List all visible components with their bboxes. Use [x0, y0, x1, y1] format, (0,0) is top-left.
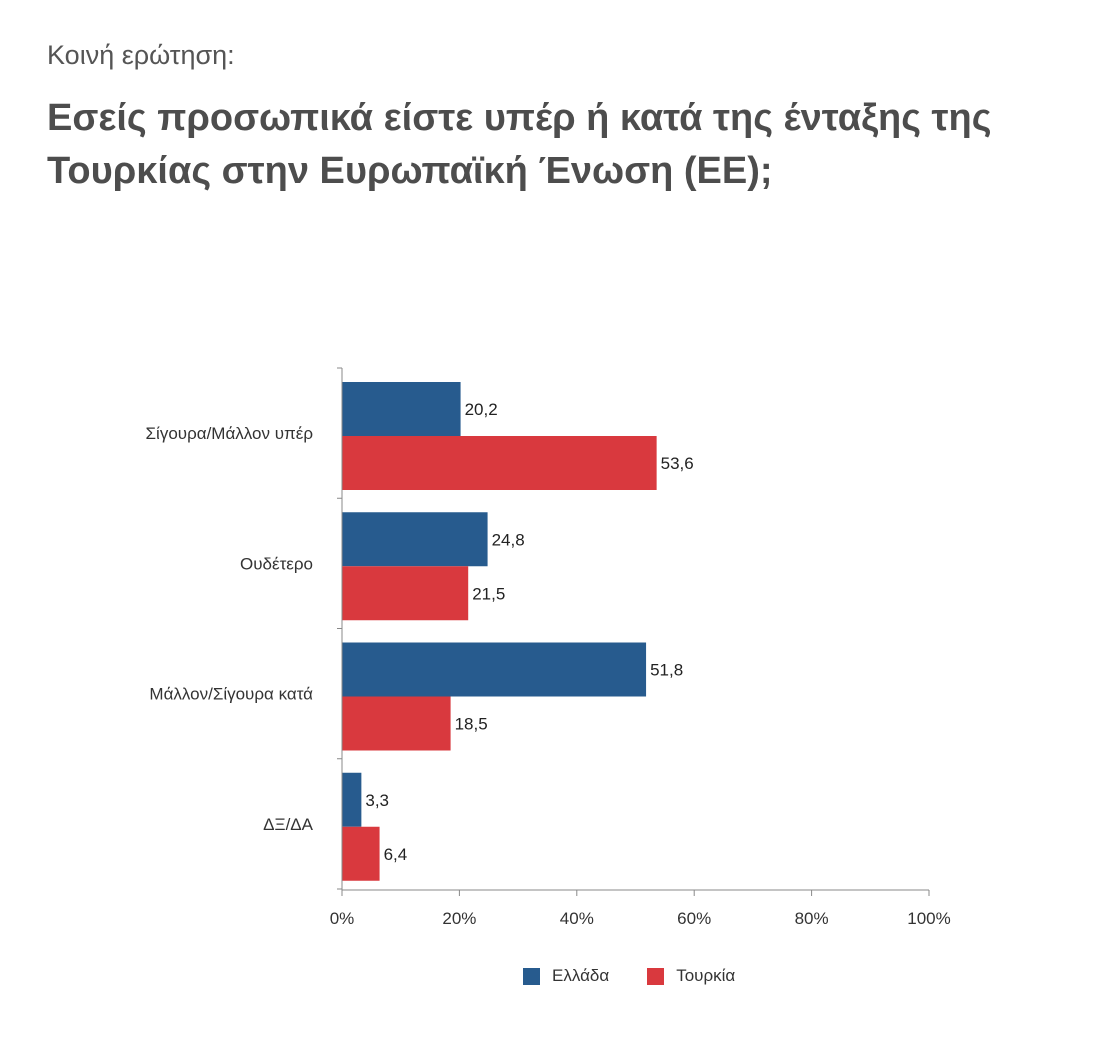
bar-1-1: [342, 566, 469, 621]
legend-label-greece: Ελλάδα: [552, 966, 610, 985]
legend-swatch-greece: [523, 967, 540, 985]
bar-0-2: [342, 642, 647, 697]
x-tick-label-2: 40%: [560, 909, 594, 928]
category-label-0: Σίγουρα/Μάλλον υπέρ: [146, 424, 313, 443]
legend-item-greece: Ελλάδα: [523, 966, 609, 986]
value-label-1-1: 21,5: [472, 584, 505, 603]
legend-item-turkey: Τουρκία: [647, 966, 735, 986]
chart-title: Εσείς προσωπικά είστε υπέρ ή κατά της έν…: [47, 97, 992, 192]
category-label-3: ΔΞ/ΔΑ: [263, 815, 313, 834]
x-tick-label-3: 60%: [677, 909, 711, 928]
value-label-1-0: 53,6: [661, 454, 694, 473]
category-label-1: Ουδέτερο: [240, 554, 313, 573]
bar-1-2: [342, 696, 451, 751]
legend-label-turkey: Τουρκία: [676, 966, 736, 985]
bar-0-1: [342, 512, 488, 567]
x-tick-label-5: 100%: [907, 909, 950, 928]
bar-1-0: [342, 436, 657, 490]
value-label-1-3: 6,4: [384, 845, 408, 864]
x-tick-label-4: 80%: [795, 909, 829, 928]
legend: Ελλάδα Τουρκία: [523, 966, 773, 986]
legend-swatch-turkey: [647, 967, 665, 985]
bar-0-3: [342, 772, 362, 827]
value-label-0-0: 20,2: [465, 400, 498, 419]
x-tick-label-0: 0%: [330, 909, 355, 928]
bar-0-0: [342, 382, 461, 436]
value-label-0-3: 3,3: [365, 791, 389, 810]
x-tick-label-1: 20%: [442, 909, 476, 928]
value-label-0-2: 51,8: [650, 661, 683, 680]
category-label-2: Μάλλον/Σίγουρα κατά: [149, 685, 313, 704]
bar-1-3: [342, 826, 380, 881]
value-label-1-2: 18,5: [455, 715, 488, 734]
value-label-0-1: 24,8: [492, 530, 525, 549]
chart-subtitle: Κοινή ερώτηση:: [47, 40, 235, 70]
